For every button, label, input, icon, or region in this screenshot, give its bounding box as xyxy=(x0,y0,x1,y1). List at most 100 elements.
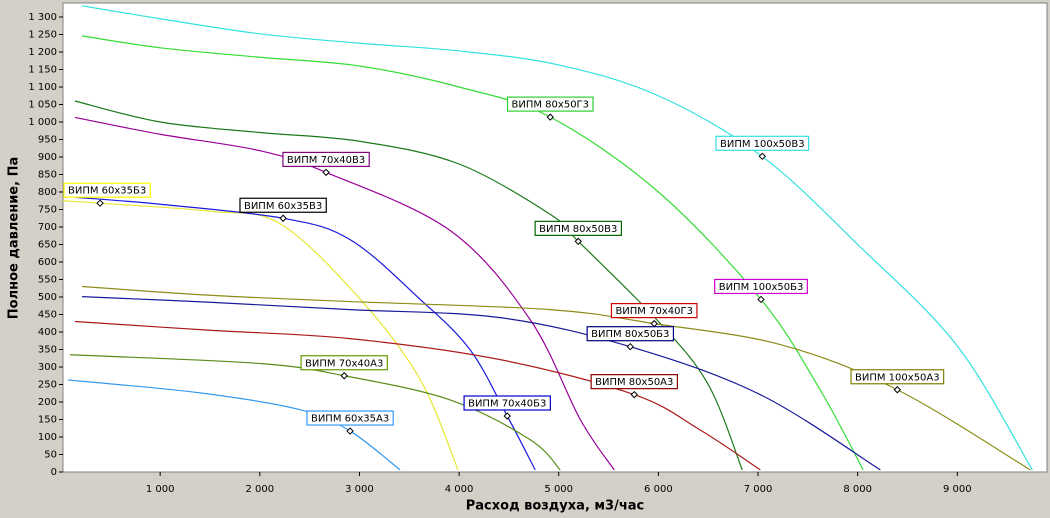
annotation: ВИПМ 60x35Б3 xyxy=(63,182,151,198)
plot-area xyxy=(62,2,1048,473)
x-tick-label: 9 000 xyxy=(943,484,972,495)
y-tick-label: 450 xyxy=(38,310,57,321)
y-tick-label: 500 xyxy=(38,292,57,303)
operating-point xyxy=(322,168,330,177)
operating-point xyxy=(757,295,765,304)
curve xyxy=(74,116,615,471)
curve xyxy=(75,320,761,471)
annotation: ВИПМ 60x35А3 xyxy=(306,410,394,426)
annotation-text: ВИПМ 100x50В3 xyxy=(720,139,805,150)
curve xyxy=(62,200,459,471)
y-axis-title: Полное давление, Па xyxy=(7,157,22,319)
x-tick-label: 1 000 xyxy=(146,484,175,495)
operating-point xyxy=(96,199,104,207)
annotation-text: ВИПМ 60x35В3 xyxy=(244,201,322,212)
annotation-box xyxy=(610,303,698,319)
annotation: ВИПМ 70x40А3 xyxy=(300,355,388,371)
operating-point xyxy=(630,390,638,399)
y-tick-label: 1 300 xyxy=(28,12,57,23)
annotation-text: ВИПМ 60x35А3 xyxy=(311,414,389,425)
annotation-text: ВИПМ 80x50В3 xyxy=(539,224,617,235)
annotation-box xyxy=(63,182,151,198)
y-tick-label: 300 xyxy=(38,362,57,373)
y-tick-label: 400 xyxy=(38,327,57,338)
x-tick-label: 8 000 xyxy=(843,484,872,495)
y-tick-label: 1 050 xyxy=(28,100,57,111)
annotation: ВИПМ 60x35В3 xyxy=(239,197,327,213)
y-tick-label: 0 xyxy=(51,467,57,478)
annotation-box xyxy=(590,374,678,390)
operating-point xyxy=(893,386,902,394)
y-tick-label: 1 100 xyxy=(28,82,57,93)
annotation-text: ВИПМ 70x40А3 xyxy=(305,358,383,369)
y-tick-label: 650 xyxy=(38,240,57,251)
y-tick-label: 850 xyxy=(38,170,57,181)
operating-point xyxy=(503,412,511,420)
annotation: ВИПМ 100x50В3 xyxy=(715,135,810,151)
x-tick-label: 2 000 xyxy=(245,484,274,495)
operating-point xyxy=(279,214,287,222)
curve xyxy=(67,379,401,471)
annotation: ВИПМ 70x40В3 xyxy=(282,151,370,167)
y-tick-label: 200 xyxy=(38,397,57,408)
annotation-box xyxy=(506,96,594,112)
x-tick-label: 5 000 xyxy=(544,484,573,495)
annotation-box xyxy=(714,278,808,295)
x-tick-label: 4 000 xyxy=(445,484,474,495)
annotation: ВИПМ 80x50Г3 xyxy=(506,96,594,112)
annotation: ВИПМ 100x50А3 xyxy=(850,369,945,385)
y-tick-label: 350 xyxy=(38,345,57,356)
x-axis-title: Расход воздуха, м3/час xyxy=(466,499,644,514)
y-tick-label: 250 xyxy=(38,380,57,391)
y-tick-label: 100 xyxy=(38,432,57,443)
operating-point xyxy=(758,152,767,161)
operating-point xyxy=(546,113,554,121)
annotation: ВИПМ 80x50В3 xyxy=(534,220,623,236)
y-tick-label: 800 xyxy=(38,187,57,198)
annotation-box xyxy=(300,355,388,371)
curve xyxy=(74,100,743,471)
x-tick-label: 6 000 xyxy=(644,484,673,495)
annotation-text: ВИПМ 100x50А3 xyxy=(855,372,940,383)
curve xyxy=(81,5,1033,471)
x-tick-label: 3 000 xyxy=(345,484,374,495)
annotation-text: ВИПМ 80x50А3 xyxy=(595,377,673,388)
annotation-box xyxy=(534,220,623,236)
annotation-box xyxy=(850,369,945,385)
annotation-box xyxy=(239,197,327,213)
annotation-text: ВИПМ 70x40Б3 xyxy=(468,399,546,410)
curve xyxy=(82,296,881,471)
annotation-box xyxy=(463,395,551,411)
annotation: ВИПМ 80x50Б3 xyxy=(586,326,675,342)
annotation-text: ВИПМ 100x50Б3 xyxy=(719,282,804,293)
operating-point xyxy=(346,427,354,435)
annotation-text: ВИПМ 60x35Б3 xyxy=(68,186,146,197)
annotation-text: ВИПМ 80x50Б3 xyxy=(591,329,669,340)
annotation-text: ВИПМ 70x40Г3 xyxy=(615,306,693,317)
annotation: ВИПМ 70x40Г3 xyxy=(610,303,698,319)
y-tick-label: 750 xyxy=(38,205,57,216)
x-tick-label: 7 000 xyxy=(744,484,773,495)
annotation-box xyxy=(282,151,370,167)
operating-point xyxy=(626,342,634,351)
annotation: ВИПМ 100x50Б3 xyxy=(714,278,808,295)
y-tick-label: 1 200 xyxy=(28,47,57,58)
y-tick-label: 900 xyxy=(38,152,57,163)
y-tick-label: 600 xyxy=(38,257,57,268)
annotation-text: ВИПМ 80x50Г3 xyxy=(512,100,590,111)
annotation: ВИПМ 80x50А3 xyxy=(590,374,678,390)
y-tick-label: 50 xyxy=(44,450,57,461)
annotation-box xyxy=(586,326,675,342)
y-tick-label: 150 xyxy=(38,415,57,426)
y-tick-label: 1 000 xyxy=(28,117,57,128)
curve xyxy=(81,285,1031,471)
y-tick-label: 1 250 xyxy=(28,30,57,41)
operating-point xyxy=(340,372,348,380)
annotation-text: ВИПМ 70x40В3 xyxy=(287,155,365,166)
annotation-box xyxy=(715,135,810,151)
operating-point xyxy=(574,237,582,246)
y-tick-label: 1 150 xyxy=(28,65,57,76)
y-tick-label: 950 xyxy=(38,135,57,146)
